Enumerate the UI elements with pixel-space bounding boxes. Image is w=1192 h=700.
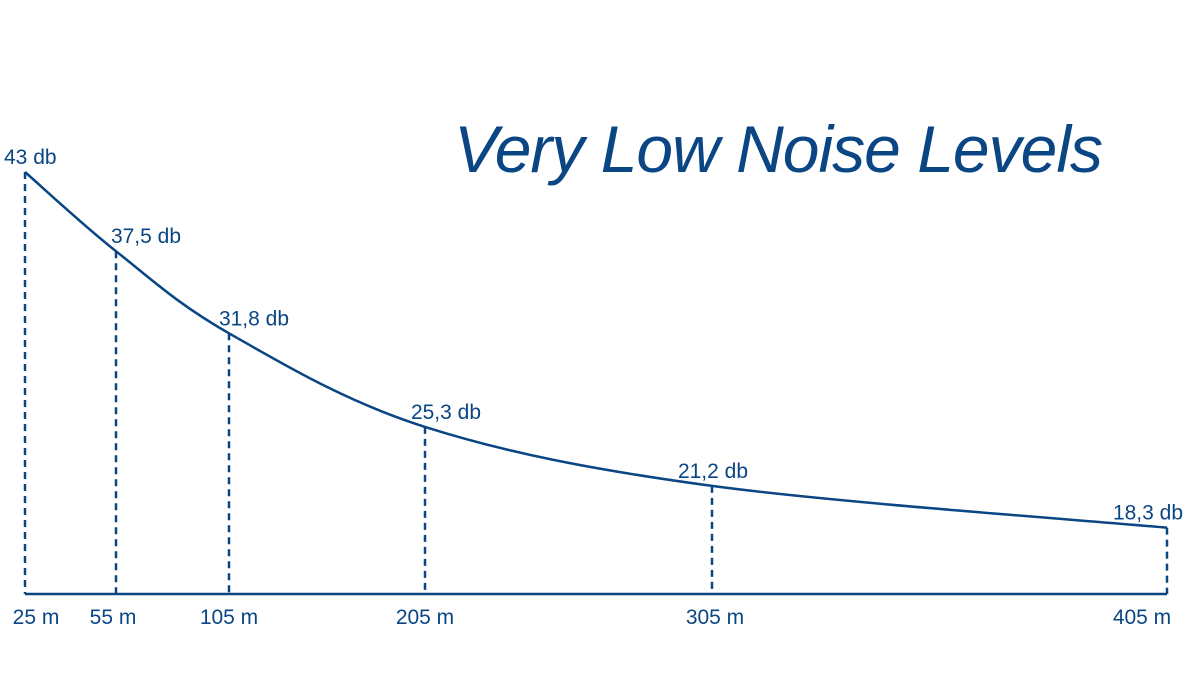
tick-label-1: 55 m [90, 606, 137, 629]
data-label-0: 43 db [4, 146, 57, 169]
tick-label-3: 205 m [396, 606, 454, 629]
chart-title: Very Low Noise Levels [454, 112, 1102, 186]
data-label-3: 25,3 db [411, 401, 481, 424]
tick-label-2: 105 m [200, 606, 258, 629]
tick-label-4: 305 m [686, 606, 744, 629]
noise-curve [24, 171, 1168, 529]
data-label-2: 31,8 db [219, 307, 289, 330]
data-label-4: 21,2 db [678, 460, 748, 483]
tick-label-0: 25 m [13, 606, 60, 629]
tick-label-5: 405 m [1113, 606, 1171, 629]
data-label-5: 18,3 db [1113, 502, 1183, 525]
data-label-1: 37,5 db [111, 225, 181, 248]
